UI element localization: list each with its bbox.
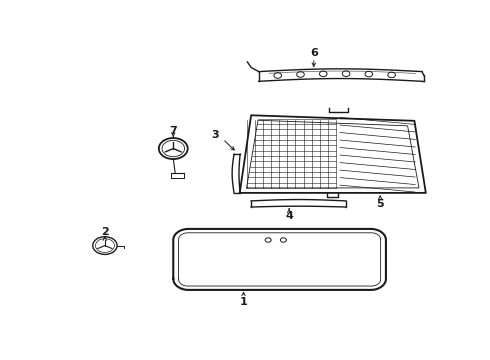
Text: 5: 5 (376, 199, 384, 209)
Text: 4: 4 (285, 211, 293, 221)
Text: 2: 2 (101, 227, 109, 237)
Text: 3: 3 (211, 130, 219, 140)
Text: 1: 1 (240, 297, 247, 307)
Text: 7: 7 (170, 126, 177, 135)
Text: 6: 6 (310, 48, 318, 58)
